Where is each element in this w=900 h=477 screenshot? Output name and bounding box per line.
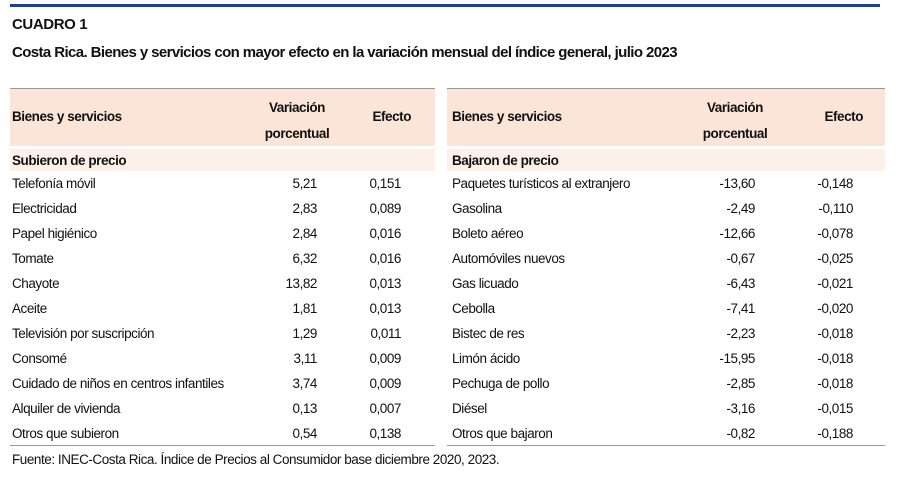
item-name: Cebolla	[452, 301, 495, 316]
item-name: Telefonía móvil	[12, 176, 96, 191]
effect: -0,018	[817, 326, 853, 341]
item-name: Diésel	[452, 401, 487, 416]
effect: 0,138	[369, 426, 401, 441]
item-name: Gas licuado	[452, 276, 519, 291]
item-name: Otros que subieron	[12, 426, 119, 441]
table: Bienes y servicios Variación porcentual Ef…	[447, 88, 885, 446]
variation: 13,82	[285, 276, 317, 291]
item-name: Pechuga de pollo	[452, 376, 550, 391]
variation: 5,21	[292, 176, 318, 191]
item-name: Cuidado de niños en centros infantiles	[12, 376, 224, 391]
table: Bienes y servicios Variación porcentual Ef…	[10, 88, 435, 446]
column-header: Efecto	[372, 109, 411, 124]
item-name: Boleto aéreo	[452, 226, 524, 241]
effect: 0,007	[369, 401, 401, 416]
variation: -13,60	[719, 176, 755, 191]
variation: 0,54	[292, 426, 318, 441]
effect: 0,009	[369, 351, 401, 366]
effect: -0,188	[817, 426, 853, 441]
effect: 0,016	[369, 226, 401, 241]
effect: 0,016	[369, 251, 401, 266]
variation: -2,85	[726, 376, 755, 391]
variation: 3,11	[293, 351, 318, 366]
top-rule	[10, 4, 880, 7]
item-name: Automóviles nuevos	[452, 251, 565, 266]
item-name: Otros que bajaron	[452, 426, 553, 441]
effect: -0,021	[817, 276, 853, 291]
effect: -0,110	[818, 201, 853, 216]
effect: 0,009	[369, 376, 401, 391]
column-header: Bienes y servicios	[452, 109, 562, 124]
effect: 0,151	[369, 176, 401, 191]
item-name: Chayote	[12, 276, 60, 291]
header-row	[447, 89, 885, 146]
section-label: Subieron de precio	[12, 153, 127, 168]
table-title: Costa Rica. Bienes y servicios con mayor…	[12, 44, 678, 61]
variation: -0,82	[726, 426, 755, 441]
effect: -0,078	[817, 226, 853, 241]
column-header: Bienes y servicios	[12, 109, 122, 124]
variation: 2,84	[292, 226, 318, 241]
effect: -0,015	[817, 401, 853, 416]
item-name: Paquetes turísticos al extranjero	[452, 176, 630, 191]
variation: -3,16	[726, 401, 755, 416]
item-name: Aceite	[12, 301, 47, 316]
item-name: Consomé	[12, 351, 67, 366]
effect: -0,025	[817, 251, 853, 266]
effect: -0,020	[817, 301, 853, 316]
effect: 0,013	[369, 276, 401, 291]
variation: 6,32	[292, 251, 318, 266]
variation: -2,49	[726, 201, 755, 216]
variation: 2,83	[292, 201, 318, 216]
variation: -12,66	[719, 226, 755, 241]
item-name: Bistec de res	[452, 326, 525, 341]
source-note: Fuente: INEC-Costa Rica. Índice de Preci…	[12, 452, 500, 467]
column-header: Variación porcentual	[702, 100, 768, 141]
variation: 1,81	[292, 301, 318, 316]
effect: -0,148	[817, 176, 853, 191]
variation: 3,74	[292, 376, 318, 391]
effect: -0,018	[817, 351, 853, 366]
item-name: Alquiler de vivienda	[12, 401, 121, 416]
variation: -6,43	[726, 276, 755, 291]
variation: -15,95	[719, 351, 755, 366]
section-row	[447, 149, 885, 171]
effect: -0,018	[817, 376, 853, 391]
column-header: Variación porcentual	[264, 100, 330, 141]
variation: -7,41	[726, 301, 755, 316]
variation: 1,29	[292, 326, 318, 341]
effect: 0,089	[369, 201, 401, 216]
item-name: Tomate	[12, 251, 54, 266]
variation: -0,67	[726, 251, 755, 266]
column-header: Efecto	[824, 109, 863, 124]
effect: 0,013	[369, 301, 401, 316]
header-row	[10, 89, 435, 146]
item-name: Televisión por suscripción	[12, 326, 155, 341]
variation: 0,13	[292, 401, 318, 416]
item-name: Electricidad	[12, 201, 77, 216]
item-name: Papel higiénico	[12, 226, 97, 241]
table-label: CUADRO 1	[12, 16, 88, 33]
section-row	[10, 149, 435, 171]
variation: -2,23	[726, 326, 755, 341]
item-name: Limón ácido	[452, 351, 520, 366]
effect: 0,011	[370, 326, 401, 341]
item-name: Gasolina	[452, 201, 502, 216]
section-label: Bajaron de precio	[452, 153, 559, 168]
